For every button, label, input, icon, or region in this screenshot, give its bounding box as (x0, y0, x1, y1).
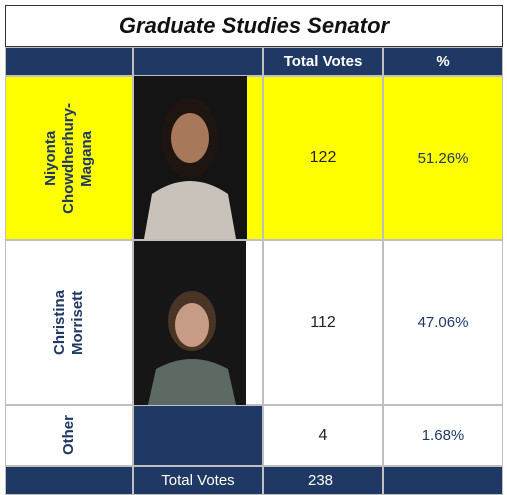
name-line: Other (60, 415, 77, 456)
candidate-photo (134, 241, 246, 405)
footer-cell (383, 466, 503, 495)
name-cell: Christina Morrisett (5, 240, 133, 405)
footer-total: 238 (263, 466, 383, 495)
votes-cell: 4 (263, 405, 383, 466)
table-title: Graduate Studies Senator (5, 5, 503, 47)
percent-cell: 51.26% (383, 76, 503, 240)
footer-cell (5, 466, 133, 495)
photo-cell (133, 405, 263, 466)
name-line: Christina (51, 289, 68, 355)
votes-cell: 122 (263, 76, 383, 240)
name-line: Magana (78, 130, 95, 186)
candidate-name: Niyonta Chowdherhury- Magana (42, 103, 96, 214)
name-line: Niyonta (42, 130, 59, 186)
footer-label: Total Votes (133, 466, 263, 495)
candidate-photo (134, 76, 247, 239)
candidate-name: Other (60, 415, 78, 455)
header-cell (133, 47, 263, 76)
name-cell: Other (5, 405, 133, 466)
name-cell: Niyonta Chowdherhury- Magana (5, 76, 133, 240)
header-cell (5, 47, 133, 76)
name-line: Morrisett (69, 290, 86, 355)
name-line: Chowdherhury- (60, 102, 77, 214)
votes-cell: 112 (263, 240, 383, 405)
header-percent: % (383, 47, 503, 76)
header-votes: Total Votes (263, 47, 383, 76)
percent-cell: 47.06% (383, 240, 503, 405)
candidate-name: Christina Morrisett (51, 290, 87, 355)
percent-cell: 1.68% (383, 405, 503, 466)
